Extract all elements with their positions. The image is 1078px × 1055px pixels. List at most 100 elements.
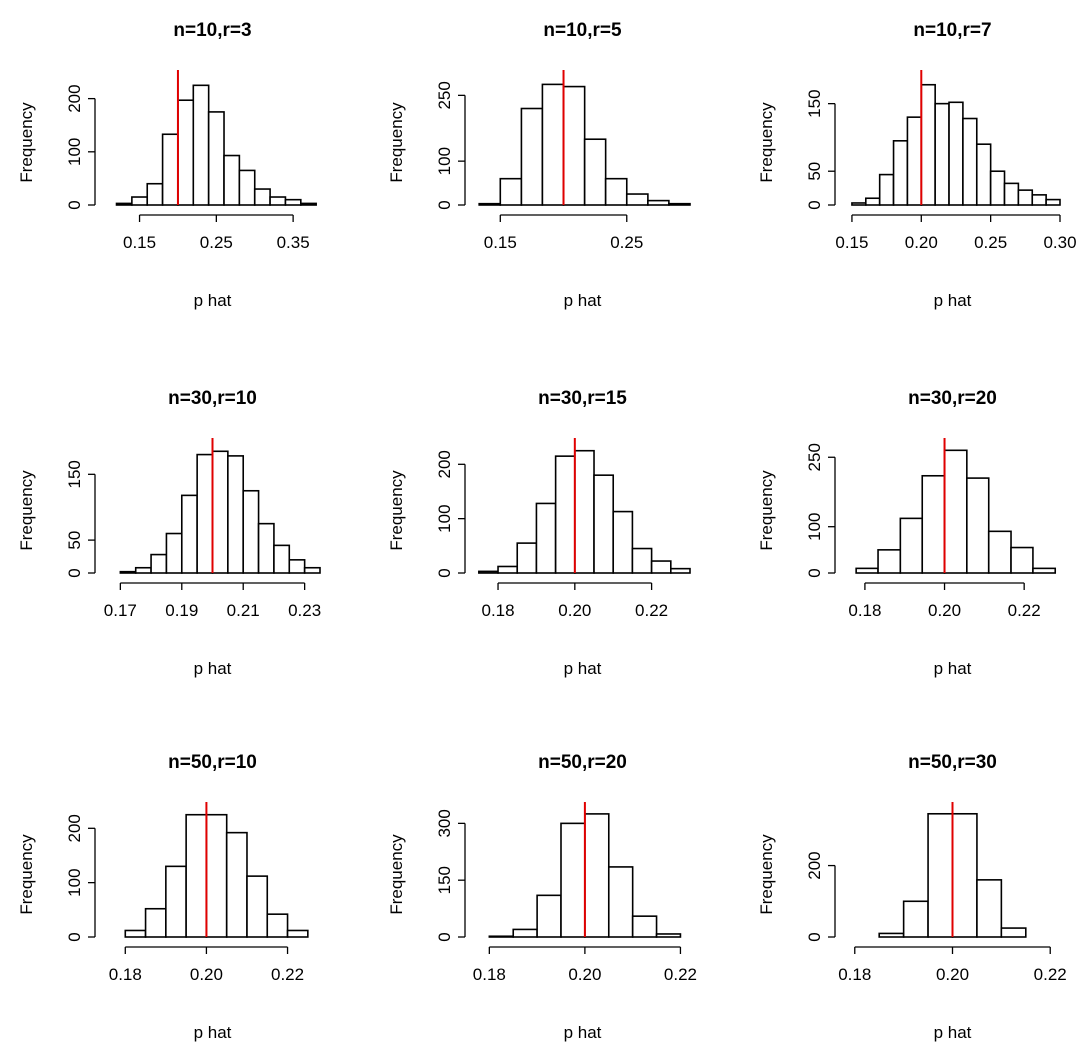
y-tick-label: 100 [65,868,84,896]
bar [877,549,902,574]
bar [976,879,1003,938]
y-tick-label: 200 [435,450,454,478]
x-tick-label: 0.20 [928,601,961,620]
x-axis-label: p hat [564,659,602,678]
y-axis-label: Frequency [757,102,776,183]
x-axis-label: p hat [194,1023,232,1042]
bar [906,116,923,206]
bar [144,907,167,938]
bar [1031,194,1047,206]
bar [574,449,595,574]
bar [242,489,260,574]
y-tick-label: 250 [805,443,824,471]
y-axis-label: Frequency [17,834,36,915]
y-tick-label: 150 [435,866,454,894]
y-tick-label: 200 [805,851,824,879]
x-tick-label: 0.22 [664,965,697,984]
bar [124,929,147,938]
bar [286,929,309,938]
bar [497,565,519,574]
x-tick-label: 0.17 [104,601,137,620]
bar [185,813,208,938]
bar [269,196,287,206]
y-tick-label: 100 [435,147,454,175]
bar [520,107,544,206]
y-tick-label: 150 [65,460,84,488]
y-tick-label: 100 [65,138,84,166]
y-axis-label: Frequency [757,834,776,915]
bar [223,154,241,206]
x-axis-label: p hat [564,1023,602,1042]
x-axis-label: p hat [194,291,232,310]
bar [1010,546,1034,574]
bar [161,133,179,206]
x-tick-label: 0.19 [165,601,198,620]
bar [934,102,950,206]
y-tick-label: 0 [65,568,84,577]
bar [150,553,168,574]
bar [560,822,586,938]
y-tick-label: 0 [805,568,824,577]
bar [227,455,245,574]
y-tick-label: 200 [65,814,84,842]
y-tick-label: 0 [805,932,824,941]
bar [180,494,198,574]
bar [583,138,607,206]
bar [562,85,586,206]
panel-title: n=30,r=20 [908,388,997,409]
bar [975,143,992,206]
x-tick-label: 0.22 [1008,601,1041,620]
bar [273,544,291,574]
panel-title: n=50,r=10 [168,752,257,773]
bar [892,140,909,206]
bar [927,812,954,938]
bar [284,198,302,206]
bar [899,517,924,574]
bar [878,932,905,938]
bar [865,197,881,206]
bar [478,202,502,206]
bar [1017,189,1034,206]
panel-title: n=10,r=3 [173,20,251,41]
panel-title: n=10,r=5 [543,20,622,41]
bar [119,570,137,574]
bar [920,83,936,206]
bar [1003,182,1020,206]
bar [131,196,149,206]
x-axis-label: p hat [564,291,602,310]
bar [205,813,228,938]
bar [655,933,682,938]
bar [647,199,670,206]
bar [951,812,978,938]
bar [878,173,895,206]
bar [266,913,289,938]
x-tick-label: 0.18 [848,601,881,620]
bar [948,101,964,206]
bar [554,455,576,574]
bar [1032,567,1057,574]
bar [211,450,229,574]
bar [1045,198,1061,206]
bar [536,894,562,938]
bar [300,202,317,206]
bar [177,99,195,206]
x-tick-label: 0.20 [936,965,969,984]
bar [225,831,248,938]
bar [670,567,691,574]
bar [855,567,879,574]
x-tick-label: 0.21 [227,601,260,620]
x-tick-label: 0.25 [974,233,1007,252]
panel-title: n=30,r=15 [538,388,627,409]
bar [535,502,557,574]
bar [989,170,1006,206]
x-tick-label: 0.35 [277,233,310,252]
panel-title: n=30,r=10 [168,388,257,409]
y-tick-label: 0 [435,200,454,209]
x-axis-label: p hat [934,291,972,310]
y-tick-label: 0 [805,200,824,209]
bar [488,935,515,938]
y-axis-label: Frequency [387,834,406,915]
bar [650,560,672,574]
x-tick-label: 0.20 [558,601,591,620]
